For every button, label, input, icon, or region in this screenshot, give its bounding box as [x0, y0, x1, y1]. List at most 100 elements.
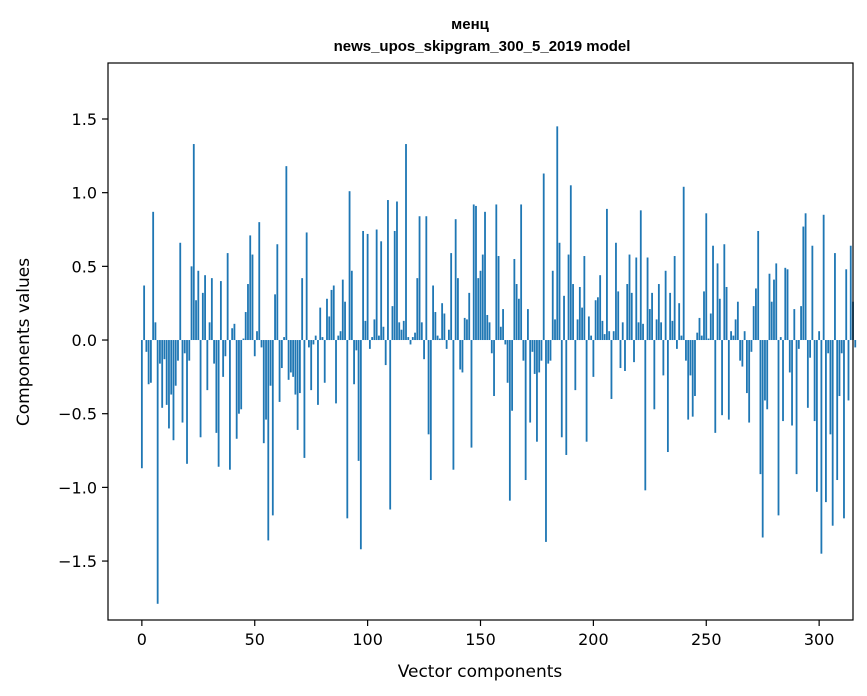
bar: [727, 340, 730, 420]
bar: [694, 340, 696, 397]
bar: [262, 340, 265, 444]
bar: [466, 319, 468, 341]
bar: [755, 288, 757, 341]
bar: [305, 232, 308, 341]
bar: [784, 267, 787, 341]
bar: [648, 309, 651, 341]
bar: [328, 316, 331, 341]
bar: [809, 340, 812, 358]
bar: [436, 335, 439, 341]
bar: [303, 340, 306, 458]
bar: [524, 340, 527, 481]
bar: [463, 317, 466, 341]
bar: [689, 340, 692, 376]
bar: [583, 256, 586, 341]
bar: [633, 340, 635, 363]
bar: [301, 278, 304, 341]
bar: [818, 331, 821, 341]
bar: [791, 340, 793, 426]
bar: [247, 284, 249, 341]
bar: [152, 211, 155, 341]
bar: [811, 245, 814, 341]
bar: [375, 229, 378, 341]
bar: [283, 337, 285, 341]
bar: [251, 254, 254, 341]
y-tick-label: 0.5: [72, 257, 97, 276]
bar: [673, 256, 676, 341]
bar: [434, 312, 437, 341]
bar: [332, 285, 335, 341]
bar: [788, 340, 791, 373]
bar: [215, 340, 218, 433]
bar: [725, 286, 728, 341]
bar: [208, 322, 211, 341]
bar: [235, 340, 238, 439]
bar: [764, 340, 766, 401]
bar: [691, 340, 694, 417]
y-tick-label: 1.0: [72, 184, 97, 203]
bar: [761, 340, 764, 538]
bar: [768, 273, 771, 341]
bar: [149, 340, 152, 383]
bar: [669, 292, 672, 341]
bar: [671, 320, 674, 341]
bar: [265, 340, 267, 420]
x-tick-label: 100: [352, 630, 383, 649]
bar: [423, 340, 425, 360]
bar: [174, 340, 177, 386]
bar: [576, 319, 579, 341]
bar: [319, 307, 322, 341]
bar: [310, 340, 313, 391]
bar: [269, 340, 272, 386]
bar: [714, 340, 717, 433]
x-tick-label: 0: [137, 630, 147, 649]
bar: [418, 216, 421, 341]
bar: [660, 322, 663, 341]
bar: [364, 320, 367, 341]
bar: [849, 245, 852, 341]
bar: [294, 340, 297, 395]
bar: [339, 331, 342, 341]
bar: [698, 317, 701, 341]
bar: [712, 245, 714, 341]
bar: [741, 340, 744, 367]
bar: [508, 340, 511, 501]
bar: [664, 270, 667, 341]
bar: [143, 285, 146, 341]
bar: [201, 292, 204, 341]
bar: [612, 331, 615, 341]
bar: [296, 340, 299, 430]
bar: [337, 335, 340, 341]
bar: [617, 291, 620, 341]
bar: [569, 185, 572, 341]
bar: [425, 216, 428, 341]
bar: [495, 204, 498, 341]
bar: [280, 340, 283, 369]
bar: [457, 278, 459, 341]
bar: [405, 144, 407, 341]
bar: [820, 340, 823, 554]
bar: [723, 244, 726, 341]
bar: [188, 340, 191, 361]
bar: [271, 340, 274, 516]
bar: [565, 340, 568, 455]
bar: [497, 256, 500, 341]
bar: [217, 340, 220, 467]
bar: [626, 284, 629, 341]
bar: [606, 208, 608, 341]
bar: [414, 332, 416, 341]
bar: [168, 340, 170, 429]
bar: [163, 340, 166, 360]
bar: [657, 284, 660, 341]
bar: [298, 340, 301, 394]
bar: [590, 335, 593, 341]
bar: [806, 340, 809, 408]
bar: [511, 340, 514, 411]
bar: [831, 340, 834, 526]
bar: [443, 313, 446, 341]
bar: [170, 340, 173, 395]
bar: [161, 340, 164, 408]
y-axis: −1.5 −1.0 −0.5 0.0 0.5 1.0 1.5: [58, 110, 108, 571]
bar: [357, 340, 360, 461]
